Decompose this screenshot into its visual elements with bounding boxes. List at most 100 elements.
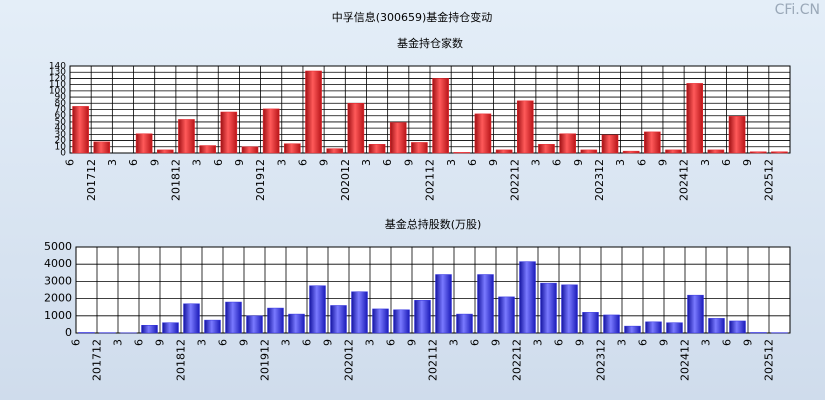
bar [516, 100, 534, 154]
x-tick-label: 3 [275, 159, 288, 166]
x-tick-label: 9 [572, 159, 585, 166]
y-tick-label: 30 [55, 130, 67, 140]
x-tick-label: 3 [196, 339, 209, 346]
bar [204, 319, 221, 334]
bar [708, 318, 725, 334]
x-tick-label: 201712 [91, 339, 104, 381]
x-tick-label: 9 [742, 339, 755, 346]
bar [93, 141, 111, 154]
bar [645, 321, 662, 334]
y-tick-label: 0 [60, 149, 66, 159]
bar [156, 149, 174, 154]
bar [411, 142, 428, 154]
x-tick-label: 9 [154, 339, 167, 346]
bar [474, 113, 492, 154]
bar [686, 83, 704, 154]
bar [644, 131, 661, 154]
bar [330, 305, 347, 334]
bar [141, 325, 158, 334]
y-tick-label: 5000 [44, 240, 72, 253]
x-tick-label: 6 [466, 159, 479, 166]
x-tick-label: 202112 [424, 159, 437, 201]
bar [771, 151, 788, 154]
x-tick-label: 3 [360, 159, 373, 166]
x-tick-label: 202012 [343, 339, 356, 381]
bar [603, 314, 620, 334]
x-tick-label: 6 [301, 339, 314, 346]
bar [707, 149, 725, 154]
y-tick-label: 120 [49, 74, 66, 84]
x-tick-label: 6 [469, 339, 482, 346]
bar [393, 309, 410, 334]
x-tick-label: 202212 [508, 159, 521, 201]
x-tick-label: 3 [191, 159, 204, 166]
bar [453, 152, 471, 154]
bar [368, 144, 386, 154]
x-tick-label: 202012 [339, 159, 352, 201]
y-tick-label: 2000 [44, 292, 72, 305]
bar [729, 320, 746, 334]
x-tick-label: 3 [445, 159, 458, 166]
bar [372, 308, 389, 334]
x-tick-label: 202512 [763, 339, 776, 381]
bar [666, 322, 683, 334]
bar [284, 143, 301, 154]
x-tick-label: 3 [112, 339, 125, 346]
y-tick-label: 100 [49, 86, 66, 96]
x-tick-label: 201812 [169, 159, 182, 201]
bar [135, 133, 153, 154]
bar [687, 294, 704, 334]
watermark: CFi.CN [775, 2, 820, 18]
bar [241, 146, 259, 154]
bar [220, 111, 238, 154]
bar [495, 149, 513, 154]
x-tick-label: 201912 [259, 339, 272, 381]
y-tick-label: 90 [55, 93, 67, 103]
x-tick-label: 9 [148, 159, 161, 166]
bar [351, 291, 368, 334]
x-tick-label: 6 [637, 339, 650, 346]
bar [225, 301, 242, 334]
bar [326, 148, 344, 154]
x-tick-label: 201812 [175, 339, 188, 381]
bar [435, 274, 452, 334]
x-tick-label: 3 [616, 339, 629, 346]
x-tick-label: 3 [106, 159, 119, 166]
x-tick-label: 6 [133, 339, 146, 346]
y-tick-label: 50 [55, 117, 67, 127]
x-tick-label: 6 [720, 159, 733, 166]
bar [262, 108, 280, 154]
bar [389, 122, 407, 154]
x-tick-label: 202412 [679, 339, 692, 381]
x-tick-label: 3 [529, 159, 542, 166]
y-tick-label: 110 [49, 80, 66, 90]
x-tick-label: 201912 [254, 159, 267, 201]
x-tick-label: 6 [127, 159, 140, 166]
bar [432, 78, 449, 154]
x-tick-label: 3 [280, 339, 293, 346]
x-tick-label: 202312 [595, 339, 608, 381]
x-tick-label: 6 [212, 159, 225, 166]
x-tick-label: 3 [700, 339, 713, 346]
y-tick-label: 60 [55, 111, 67, 121]
bar [519, 261, 536, 334]
x-tick-label: 9 [233, 159, 246, 166]
bar [622, 150, 640, 154]
x-tick-label: 3 [532, 339, 545, 346]
bar [582, 312, 599, 334]
y-tick-label: 1000 [44, 309, 72, 322]
y-tick-label: 130 [49, 68, 66, 78]
bar [665, 149, 682, 154]
x-tick-label: 3 [614, 159, 627, 166]
page-title: 中孚信息(300659)基金持仓变动 [332, 10, 493, 24]
bar [538, 144, 555, 154]
x-tick-label: 3 [448, 339, 461, 346]
x-tick-label: 3 [364, 339, 377, 346]
x-tick-label: 6 [635, 159, 648, 166]
bar [305, 70, 322, 154]
x-tick-label: 6 [70, 339, 83, 346]
x-tick-label: 6 [217, 339, 230, 346]
x-tick-label: 9 [658, 339, 671, 346]
bar [347, 103, 365, 154]
